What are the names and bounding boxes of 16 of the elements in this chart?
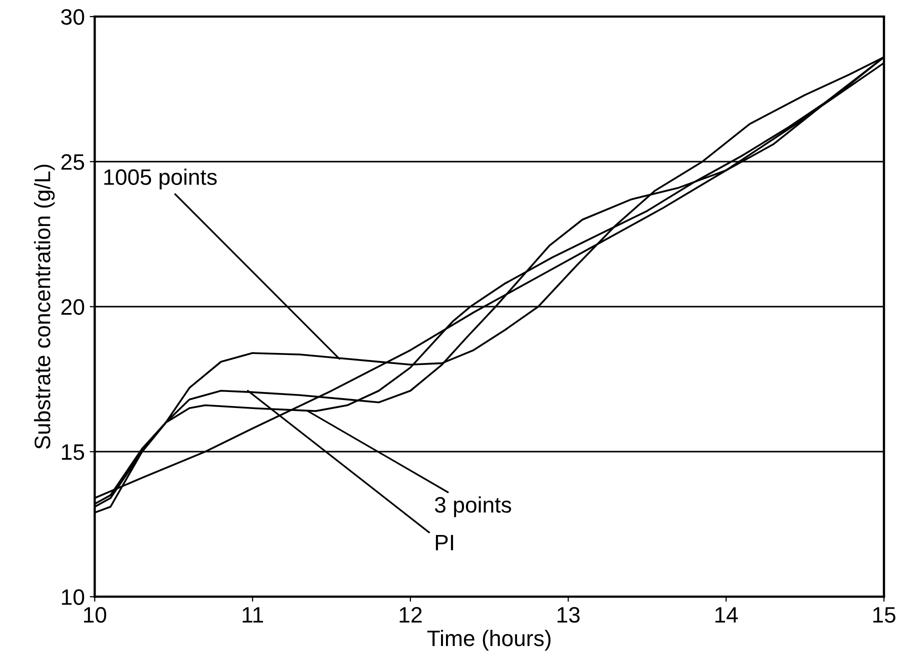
x-axis-title: Time (hours) (427, 630, 551, 651)
x-tick-label: 13 (558, 607, 580, 623)
annotation: 3 points (434, 496, 512, 518)
y-axis-title: Substrate concentration (g/L) (34, 164, 55, 449)
y-tick-label: 20 (61, 299, 84, 315)
x-tick-label: 14 (715, 607, 738, 623)
annotation: PI (436, 534, 454, 550)
x-tick-label: 10 (84, 607, 106, 623)
y-tick-label: 25 (61, 154, 84, 170)
y-tick-label: 15 (62, 444, 84, 460)
y-tick-label: 30 (61, 9, 84, 25)
x-tick-label: 11 (242, 607, 264, 623)
x-tick-label: 12 (400, 607, 422, 623)
y-tick-label: 10 (62, 589, 84, 605)
annotation: 1005 points (104, 168, 217, 190)
x-tick-label: 15 (873, 607, 896, 623)
